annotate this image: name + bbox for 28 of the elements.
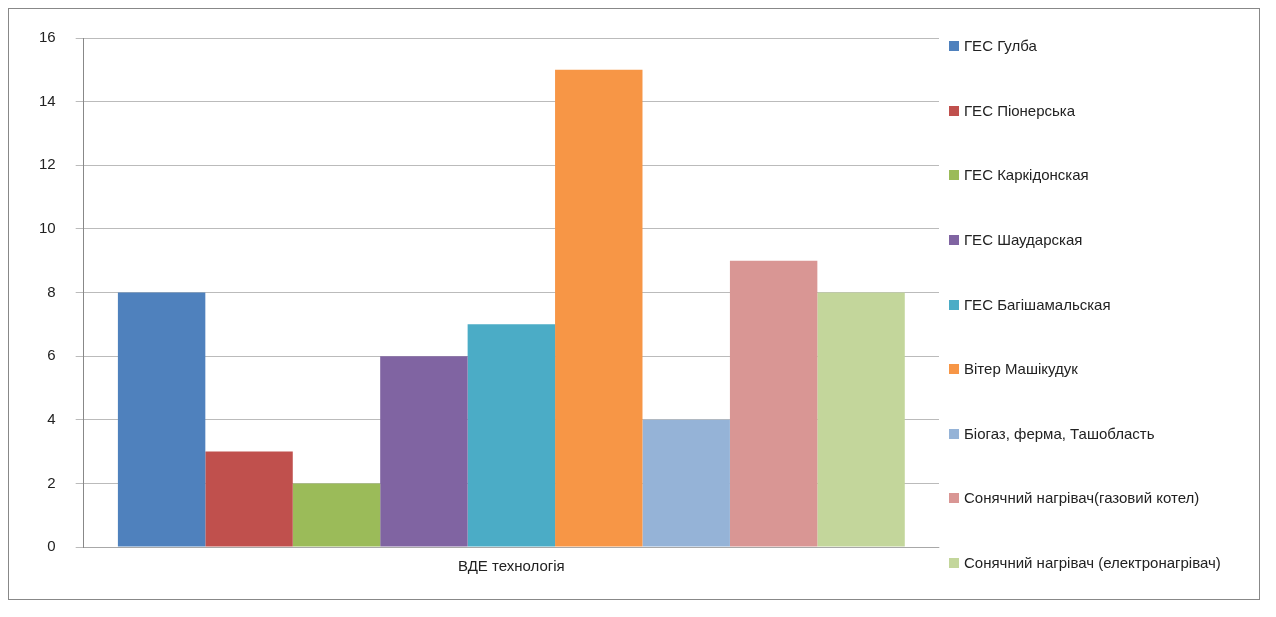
bar — [642, 419, 730, 547]
bar — [205, 451, 293, 547]
y-tick-label: 0 — [47, 537, 56, 555]
y-tick-label: 4 — [47, 409, 56, 427]
bar — [555, 69, 643, 547]
legend-label: Сонячний нагрівач (електронагрівач) — [964, 554, 1221, 571]
y-tick-label: 10 — [39, 219, 56, 237]
bar — [729, 260, 818, 547]
legend-label: ГЕС Піонерська — [964, 101, 1076, 119]
y-tick-label: 8 — [47, 282, 56, 300]
y-tick-label: 6 — [47, 346, 56, 364]
legend-label: Сонячний нагрівач(газовий котел) — [964, 489, 1200, 507]
legend-label: ГЕС Гулба — [964, 37, 1037, 54]
bar — [467, 324, 556, 547]
y-tick-label: 2 — [47, 473, 56, 491]
x-tick-label: ВДЕ технологія — [457, 557, 565, 575]
bar — [380, 356, 468, 547]
legend-label: ГЕС Каркідонская — [964, 166, 1089, 184]
bar — [117, 292, 206, 547]
legend-label: ГЕС Шаударская — [964, 230, 1083, 248]
legend-label: Біогаз, ферма, Ташобласть — [964, 424, 1155, 442]
bar — [292, 483, 381, 547]
y-tick-label: 16 — [39, 28, 56, 46]
y-tick-label: 12 — [39, 155, 56, 173]
legend-label: Вітер Машікудук — [964, 360, 1078, 378]
legend-label: ГЕС Багішамальская — [964, 295, 1111, 313]
bar — [817, 292, 905, 547]
y-tick-label: 14 — [39, 91, 56, 109]
